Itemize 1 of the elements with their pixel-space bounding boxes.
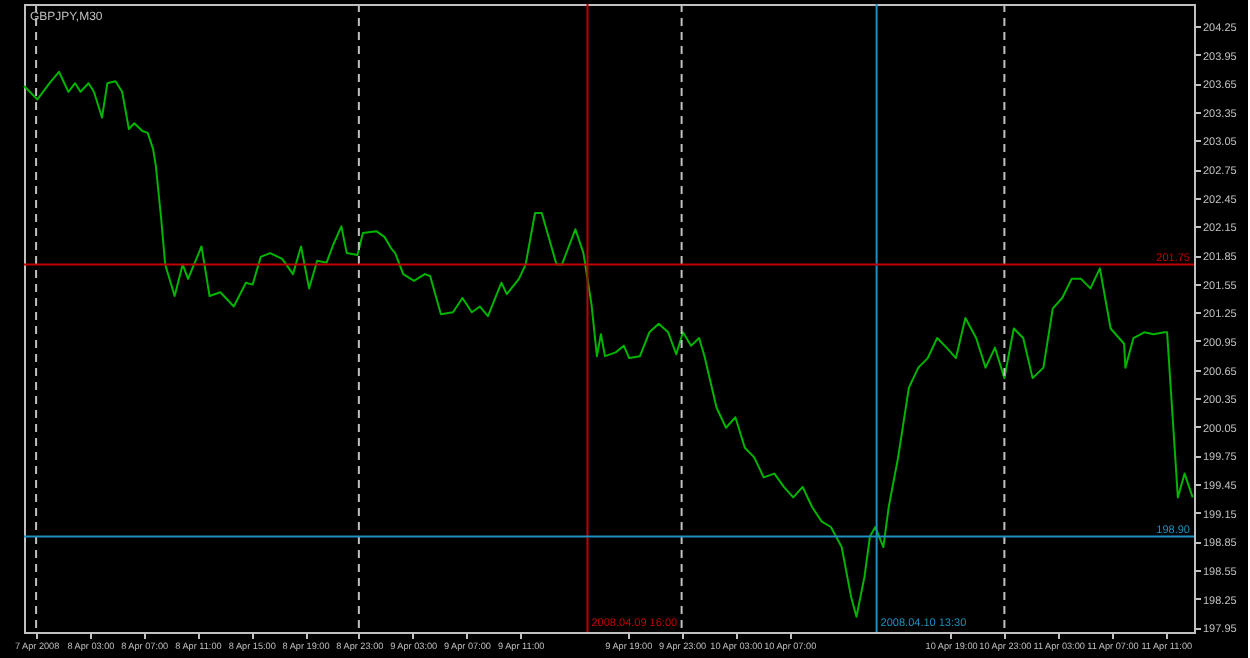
line-series bbox=[23, 70, 1194, 618]
